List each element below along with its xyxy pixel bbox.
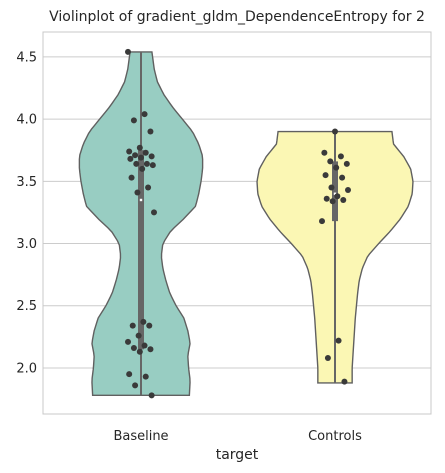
data-point xyxy=(140,318,147,325)
data-point xyxy=(328,184,335,191)
data-point xyxy=(335,337,342,344)
data-point xyxy=(135,332,142,339)
data-point xyxy=(345,187,351,194)
data-point xyxy=(125,338,131,345)
y-tick-label: 2.0 xyxy=(16,361,37,376)
data-point xyxy=(148,153,155,160)
plot-frame xyxy=(42,31,432,415)
data-point xyxy=(129,322,136,329)
data-point xyxy=(329,198,336,205)
y-tick-label: 3.5 xyxy=(16,175,37,190)
data-point xyxy=(145,184,152,191)
data-point xyxy=(142,149,149,156)
data-point xyxy=(323,195,330,202)
data-point xyxy=(126,148,133,155)
data-point xyxy=(340,196,347,203)
x-axis-label: target xyxy=(216,447,259,463)
y-tick-label: 3.0 xyxy=(16,237,37,252)
data-point xyxy=(141,342,148,349)
data-point xyxy=(142,373,149,380)
data-point xyxy=(319,218,325,225)
iqr-box-controls xyxy=(332,161,338,222)
x-tick-label: Controls xyxy=(308,429,362,444)
data-point xyxy=(146,322,153,329)
data-point xyxy=(339,174,346,181)
data-point xyxy=(128,174,135,181)
iqr-box-baseline xyxy=(138,150,144,350)
y-tick-label: 4.0 xyxy=(16,113,37,128)
data-point xyxy=(324,355,331,362)
data-point xyxy=(134,189,141,196)
median-marker-baseline xyxy=(139,198,143,202)
data-point xyxy=(143,160,150,167)
data-point xyxy=(343,160,350,167)
data-point xyxy=(332,128,338,135)
x-tick-label: Baseline xyxy=(113,429,168,444)
data-point xyxy=(147,346,154,353)
chart-title: Violinplot of gradient_gldm_DependenceEn… xyxy=(49,9,425,25)
point-layer xyxy=(125,48,351,399)
data-point xyxy=(133,160,140,167)
data-point xyxy=(321,149,328,156)
data-point xyxy=(149,162,156,169)
data-point xyxy=(132,152,139,159)
data-point xyxy=(322,172,329,179)
tick-layer: 2.0 2.5 3.0 3.5 4.0 4.5 Baseline Controls xyxy=(16,50,362,444)
data-point xyxy=(327,158,334,165)
data-point xyxy=(130,345,137,352)
data-point xyxy=(136,144,143,151)
violin-layer xyxy=(78,51,414,397)
data-point xyxy=(341,378,348,385)
data-point xyxy=(136,348,143,355)
data-point xyxy=(334,193,341,200)
y-tick-label: 2.5 xyxy=(16,299,37,314)
median-marker-controls xyxy=(333,192,337,195)
y-tick-label: 4.5 xyxy=(16,50,37,65)
data-point xyxy=(147,128,154,135)
data-point xyxy=(126,371,133,378)
data-point xyxy=(337,153,344,160)
data-point xyxy=(151,209,157,216)
data-point xyxy=(148,392,155,399)
data-point xyxy=(130,117,137,124)
data-point xyxy=(132,382,139,389)
data-point xyxy=(125,48,131,55)
data-point xyxy=(127,155,134,162)
data-point xyxy=(138,154,144,161)
data-point xyxy=(139,165,146,172)
data-point xyxy=(141,111,148,118)
data-point xyxy=(333,164,340,171)
